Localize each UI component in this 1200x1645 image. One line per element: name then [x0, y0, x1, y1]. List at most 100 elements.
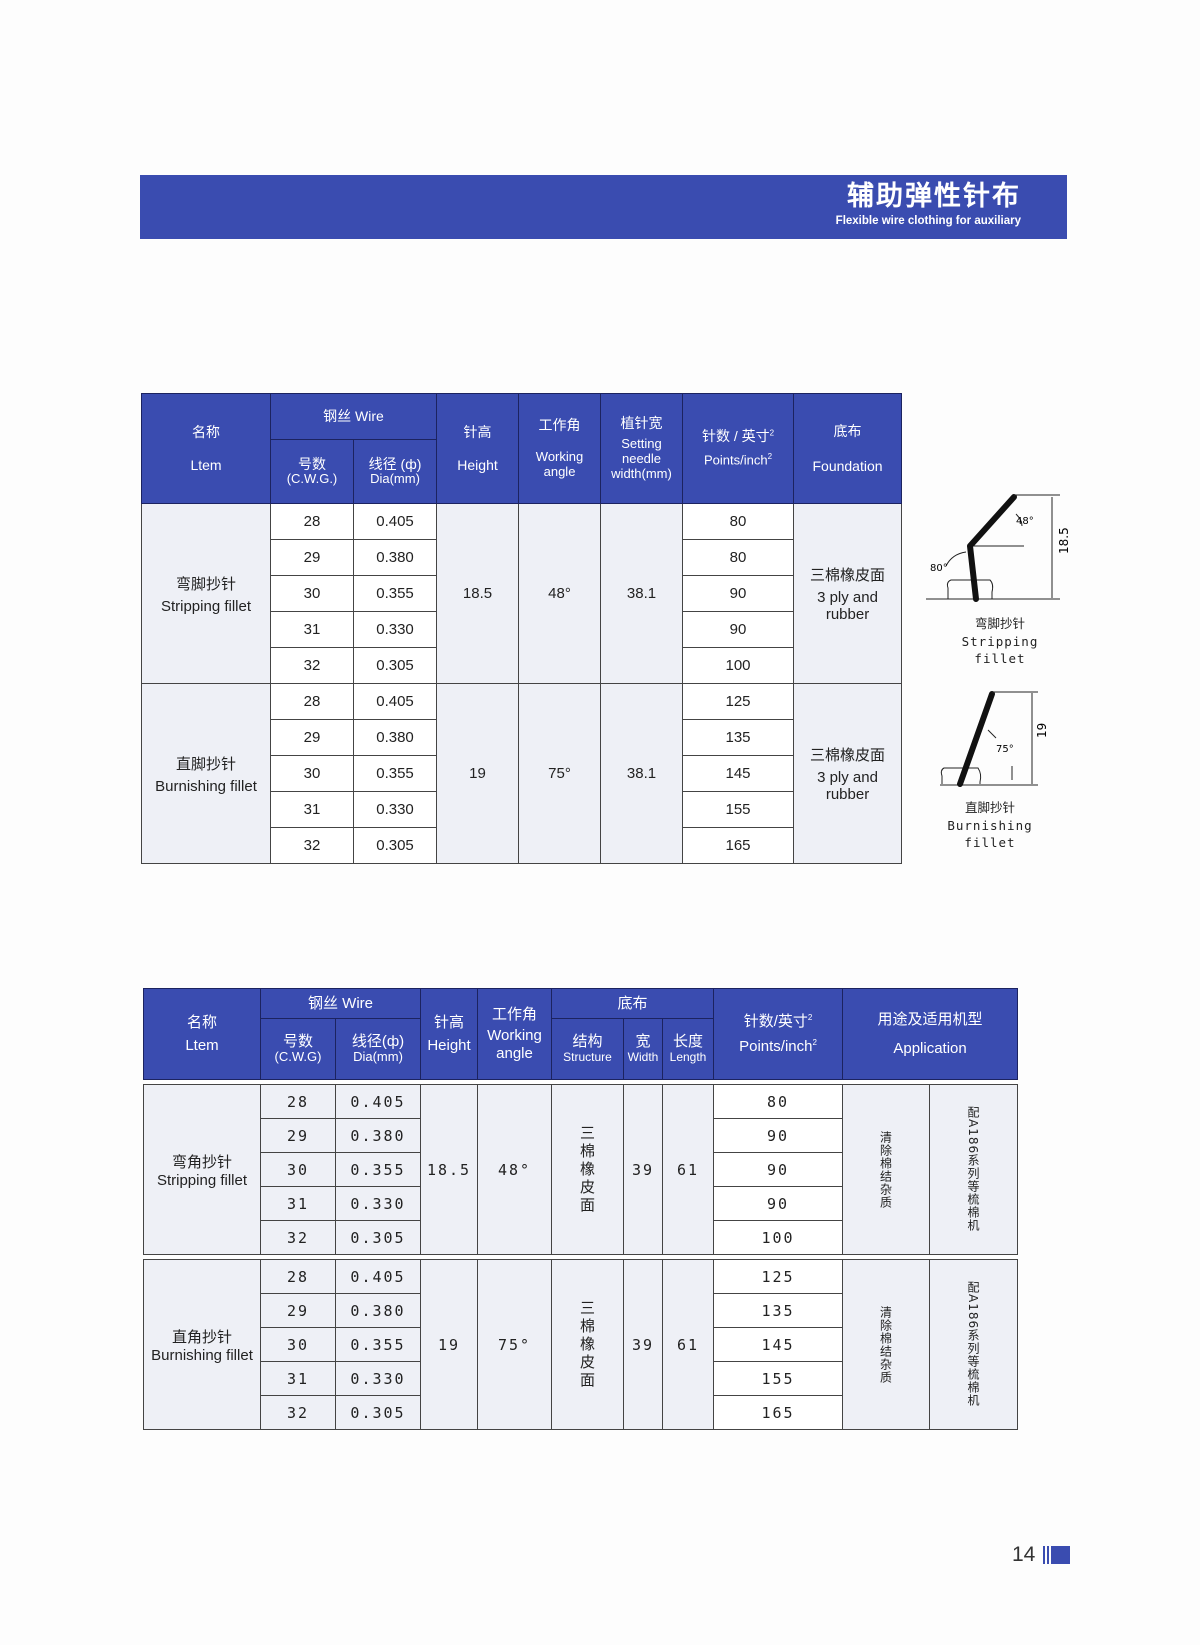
cwg-cell: 28 [260, 1084, 336, 1119]
table-row: 30 0.355 90 [142, 575, 902, 612]
points-cell: 90 [682, 575, 795, 612]
header-application: 用途及适用机型 Application [842, 988, 1019, 1080]
table-row: 29 0.380 135 [144, 1293, 1018, 1328]
item-cell: 直脚抄针 Burnishing fillet [141, 683, 271, 864]
length-cell: 61 [661, 1259, 715, 1430]
dia-cell: 0.355 [335, 1152, 421, 1187]
header-dia: 线径(ф) Dia(mm) [335, 1018, 421, 1080]
angle-label-75: 75° [996, 744, 1014, 755]
table-row: 弯脚抄针 Stripping fillet 28 0.405 18.5 48° 38.1 80… [141, 503, 903, 684]
points-cell: 80 [682, 539, 795, 576]
header-wire: 钢丝 Wire [269, 393, 438, 440]
cwg-cell: 28 [270, 503, 354, 540]
points-cell: 135 [713, 1293, 844, 1328]
table-row: 直脚抄针 Burnishing fillet 28 0.405 19 75° 38.1 125… [141, 683, 903, 864]
stripping-fillet-diagram: 48° 80° 18.5 [926, 494, 1068, 602]
burnishing-fillet-caption: 直脚抄针 Burnishing fillet [947, 801, 1033, 850]
stripping-fillet-caption: 弯脚抄针 Stripping fillet [961, 617, 1039, 666]
header-structure: 结构 Structure [551, 1018, 624, 1080]
height-cell: 18.5 [420, 1084, 478, 1255]
height-cell: 18.5 [436, 503, 520, 684]
setting-cell: 38.1 [600, 683, 684, 864]
item-cell: 弯脚抄针 Stripping fillet [141, 503, 271, 684]
dia-cell: 0.305 [352, 827, 438, 864]
header-foundation: 底布 Foundation [793, 393, 903, 504]
header-cwg: 号数 (C.W.G) [260, 1018, 336, 1080]
table-row: 32 0.305 165 [142, 827, 902, 864]
angle-cell: 48° [518, 503, 602, 684]
dia-cell: 0.405 [352, 683, 438, 720]
cwg-cell: 29 [270, 719, 354, 756]
table-row: 31 0.330 155 [142, 791, 902, 828]
table-row: 30 0.355 145 [144, 1327, 1018, 1362]
header-width: 宽 Width [623, 1018, 663, 1080]
page-marker-line [1047, 1546, 1049, 1564]
dia-cell: 0.405 [335, 1259, 421, 1294]
dia-cell: 0.330 [352, 611, 438, 648]
points-cell: 90 [713, 1118, 844, 1153]
use-cell: 清除棉结杂质 [842, 1084, 931, 1255]
cwg-cell: 30 [270, 575, 354, 612]
cwg-cell: 31 [260, 1361, 336, 1396]
cwg-cell: 29 [270, 539, 354, 576]
table-row: 32 0.305 165 [144, 1395, 1018, 1430]
machine-cell: 配A186系列等梳棉机 [929, 1259, 1019, 1430]
header-height: 针高 Height [420, 988, 478, 1080]
spec-table-1: 名称 Ltem 钢丝 Wire 针高 Height 工作角 Working angle… [141, 393, 903, 864]
item-cell: 直角抄针 Burnishing fillet [143, 1259, 261, 1430]
page-marker-block [1051, 1546, 1070, 1564]
cwg-cell: 28 [260, 1259, 336, 1294]
table-row: 29 0.380 90 [144, 1118, 1018, 1153]
angle-label-48: 48° [1016, 516, 1034, 527]
table-row: 直角抄针 Burnishing fillet 28 0.405 19 75° 三棉橡皮面 39… [143, 1259, 1019, 1430]
header-foundation: 底布 [550, 988, 715, 1019]
table-row: 32 0.305 100 [144, 1220, 1018, 1255]
table-row: 29 0.380 135 [142, 719, 902, 756]
points-cell: 165 [682, 827, 795, 864]
table-row: 31 0.330 155 [144, 1361, 1018, 1396]
table-row: 30 0.355 90 [144, 1152, 1018, 1187]
dia-cell: 0.355 [352, 755, 438, 792]
foundation-cell: 三棉橡皮面 3 ply and rubber [793, 503, 903, 684]
height-cell: 19 [436, 683, 520, 864]
width-cell: 39 [623, 1084, 663, 1255]
header-setting: 植针宽 Setting needle width(mm) [600, 393, 684, 504]
height-label: 18.5 [1057, 527, 1068, 554]
header-item: 名称 Ltem [141, 393, 271, 504]
header-cwg: 号数 (C.W.G.) [270, 439, 354, 504]
foundation-cell: 三棉橡皮面 3 ply and rubber [793, 683, 903, 864]
points-cell: 155 [713, 1361, 844, 1396]
header-height: 针高 Height [436, 393, 520, 504]
banner-title-zh: 辅助弹性针布 [847, 181, 1021, 212]
header-wire: 钢丝 Wire [260, 988, 421, 1019]
dia-cell: 0.330 [335, 1361, 421, 1396]
cwg-cell: 31 [260, 1186, 336, 1221]
dia-cell: 0.380 [335, 1118, 421, 1153]
points-cell: 90 [682, 611, 795, 648]
table-row: 32 0.305 100 [142, 647, 902, 684]
dia-cell: 0.405 [352, 503, 438, 540]
points-cell: 100 [682, 647, 795, 684]
dia-cell: 0.305 [335, 1395, 421, 1430]
dia-cell: 0.380 [352, 539, 438, 576]
dia-cell: 0.355 [352, 575, 438, 612]
points-cell: 125 [713, 1259, 844, 1294]
table-row: 29 0.380 80 [142, 539, 902, 576]
header-angle: 工作角 Working angle [518, 393, 602, 504]
width-cell: 39 [623, 1259, 663, 1430]
points-cell: 90 [713, 1186, 844, 1221]
page-marker-line [1043, 1546, 1045, 1564]
cwg-cell: 29 [260, 1293, 336, 1328]
dia-cell: 0.405 [335, 1084, 421, 1119]
dia-cell: 0.305 [352, 647, 438, 684]
angle-cell: 75° [477, 1259, 552, 1430]
cwg-cell: 31 [270, 611, 354, 648]
banner-title-en: Flexible wire clothing for auxiliary [835, 215, 1021, 227]
cwg-cell: 28 [270, 683, 354, 720]
angle-cell: 48° [477, 1084, 552, 1255]
table-row: 弯角抄针 Stripping fillet 28 0.405 18.5 48° 三棉橡皮面 3… [143, 1084, 1019, 1255]
cwg-cell: 30 [270, 755, 354, 792]
machine-cell: 配A186系列等梳棉机 [929, 1084, 1019, 1255]
height-cell: 19 [420, 1259, 478, 1430]
setting-cell: 38.1 [600, 503, 684, 684]
